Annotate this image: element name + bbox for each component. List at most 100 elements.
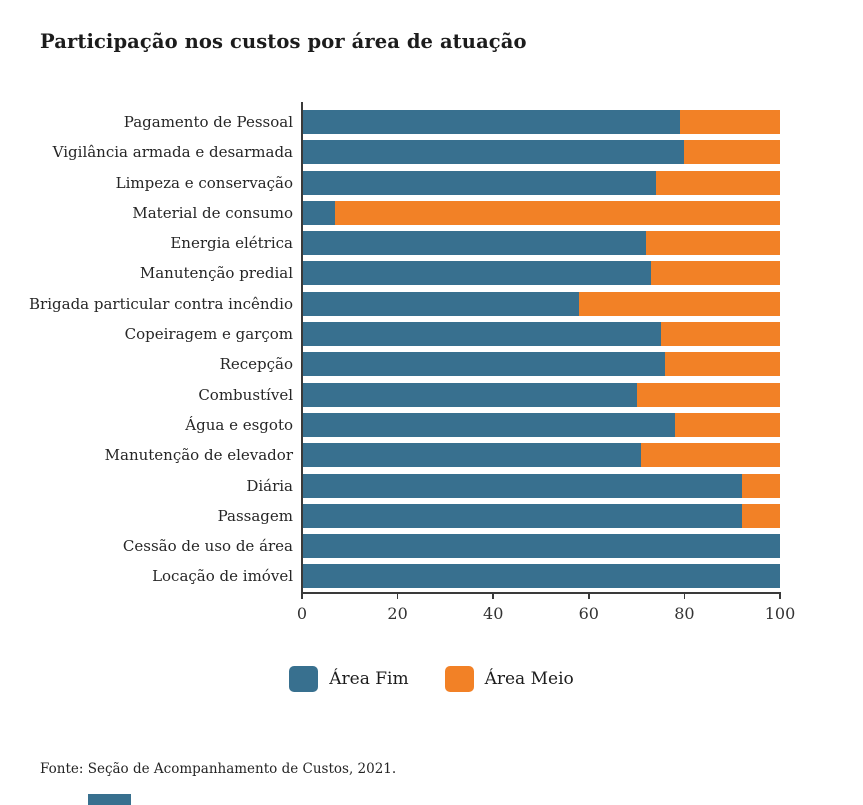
bar-segment-area-meio [684,140,780,165]
bar-segment-area-fim [302,473,742,498]
category-label: Manutenção de elevador [104,446,293,465]
bar-track [302,564,780,589]
bar-track [302,170,780,195]
bar-segment-area-fim [302,231,647,256]
category-label: Diária [246,476,293,495]
category-label: Recepção [219,355,293,374]
legend-label-area-fim: Área Fim [329,669,409,689]
chart-row: Brigada particular contra incêndio [8,291,855,316]
x-axis-tick-label: 0 [296,604,308,623]
legend-item-area-meio: Área Meio [444,666,574,692]
chart-row: Manutenção predial [8,261,855,286]
bar-track [302,261,780,286]
x-axis-tick [588,592,590,599]
plot-area: Pagamento de Pessoal Vigilância armada e … [8,110,855,595]
category-label: Limpeza e conservação [115,173,293,192]
chart-row: Manutenção de elevador [8,443,855,468]
bar-segment-area-fim [302,412,675,437]
bar-segment-area-meio [641,443,780,468]
x-axis-tick-label: 100 [764,604,796,623]
chart-row: Cessão de uso de área [8,534,855,559]
chart-row: Pagamento de Pessoal [8,110,855,134]
bar-segment-area-fim [302,534,780,559]
x-axis-tick-label: 60 [578,604,599,623]
bar-track [302,443,780,468]
bar-segment-area-meio [741,473,780,498]
bar-segment-area-meio [679,110,780,134]
bar-segment-area-fim [302,322,661,347]
bar-track [302,534,780,559]
category-label: Cessão de uso de área [122,537,293,556]
bar-segment-area-meio [655,170,780,195]
bar-segment-area-meio [650,261,780,286]
chart-row: Energia elétrica [8,231,855,256]
chart-row: Recepção [8,352,855,377]
category-label: Vigilância armada e desarmada [52,143,293,162]
bar-segment-area-fim [302,170,656,195]
chart-title: Participação nos custos por área de atua… [40,30,527,53]
source-note: Fonte: Seção de Acompanhamento de Custos… [40,761,397,777]
x-axis-tick-label: 20 [387,604,408,623]
category-label: Material de consumo [132,203,293,222]
x-axis-tick [683,592,686,599]
category-label: Copeiragem e garçom [124,325,293,344]
legend: Área Fim Área Meio [0,666,863,692]
category-label: Brigada particular contra incêndio [29,294,293,313]
bar-segment-area-fim [302,110,680,134]
bar-segment-area-meio [335,200,780,225]
x-axis-tick [301,592,303,599]
area-fim-swatch [289,666,319,692]
x-axis-line [301,592,781,594]
bar-segment-area-meio [636,382,780,407]
cropped-blue-element [88,794,131,805]
bar-track [302,231,780,256]
x-axis-tick [396,592,399,599]
x-axis-tick [779,592,781,599]
bar-track [302,352,780,377]
chart-row: Limpeza e conservação [8,170,855,195]
area-meio-swatch [444,666,474,692]
bar-track [302,200,780,225]
chart-row: Material de consumo [8,200,855,225]
chart-row: Copeiragem e garçom [8,322,855,347]
bar-segment-area-fim [302,200,336,225]
category-label: Pagamento de Pessoal [123,113,293,131]
category-label: Água e esgoto [185,415,293,434]
category-label: Locação de imóvel [152,567,293,586]
category-label: Manutenção predial [139,264,293,283]
legend-label-area-meio: Área Meio [484,669,574,689]
bar-track [302,110,780,134]
bar-segment-area-fim [302,564,780,589]
y-axis-line [301,102,303,593]
bar-segment-area-meio [646,231,780,256]
chart-row: Água e esgoto [8,412,855,437]
x-axis-tick-label: 40 [483,604,504,623]
x-axis-tick-label: 80 [674,604,695,623]
bar-track [302,382,780,407]
x-axis-tick [492,592,494,599]
chart-row: Locação de imóvel [8,564,855,589]
category-label: Passagem [217,506,293,525]
bar-track [302,473,780,498]
bar-segment-area-meio [674,412,780,437]
chart-row: Passagem [8,503,855,528]
bar-segment-area-meio [579,291,780,316]
bar-segment-area-fim [302,352,666,377]
legend-item-area-fim: Área Fim [289,666,409,692]
bar-track [302,503,780,528]
bar-segment-area-meio [665,352,780,377]
bar-segment-area-meio [660,322,780,347]
bar-segment-area-fim [302,443,642,468]
bar-segment-area-fim [302,503,742,528]
bar-segment-area-fim [302,140,685,165]
bar-track [302,291,780,316]
chart-row: Combustível [8,382,855,407]
bar-track [302,412,780,437]
bar-segment-area-fim [302,261,651,286]
bar-track [302,322,780,347]
chart-row: Diária [8,473,855,498]
bar-segment-area-fim [302,291,580,316]
bar-track [302,140,780,165]
category-label: Energia elétrica [170,234,293,253]
chart-row: Vigilância armada e desarmada [8,140,855,165]
